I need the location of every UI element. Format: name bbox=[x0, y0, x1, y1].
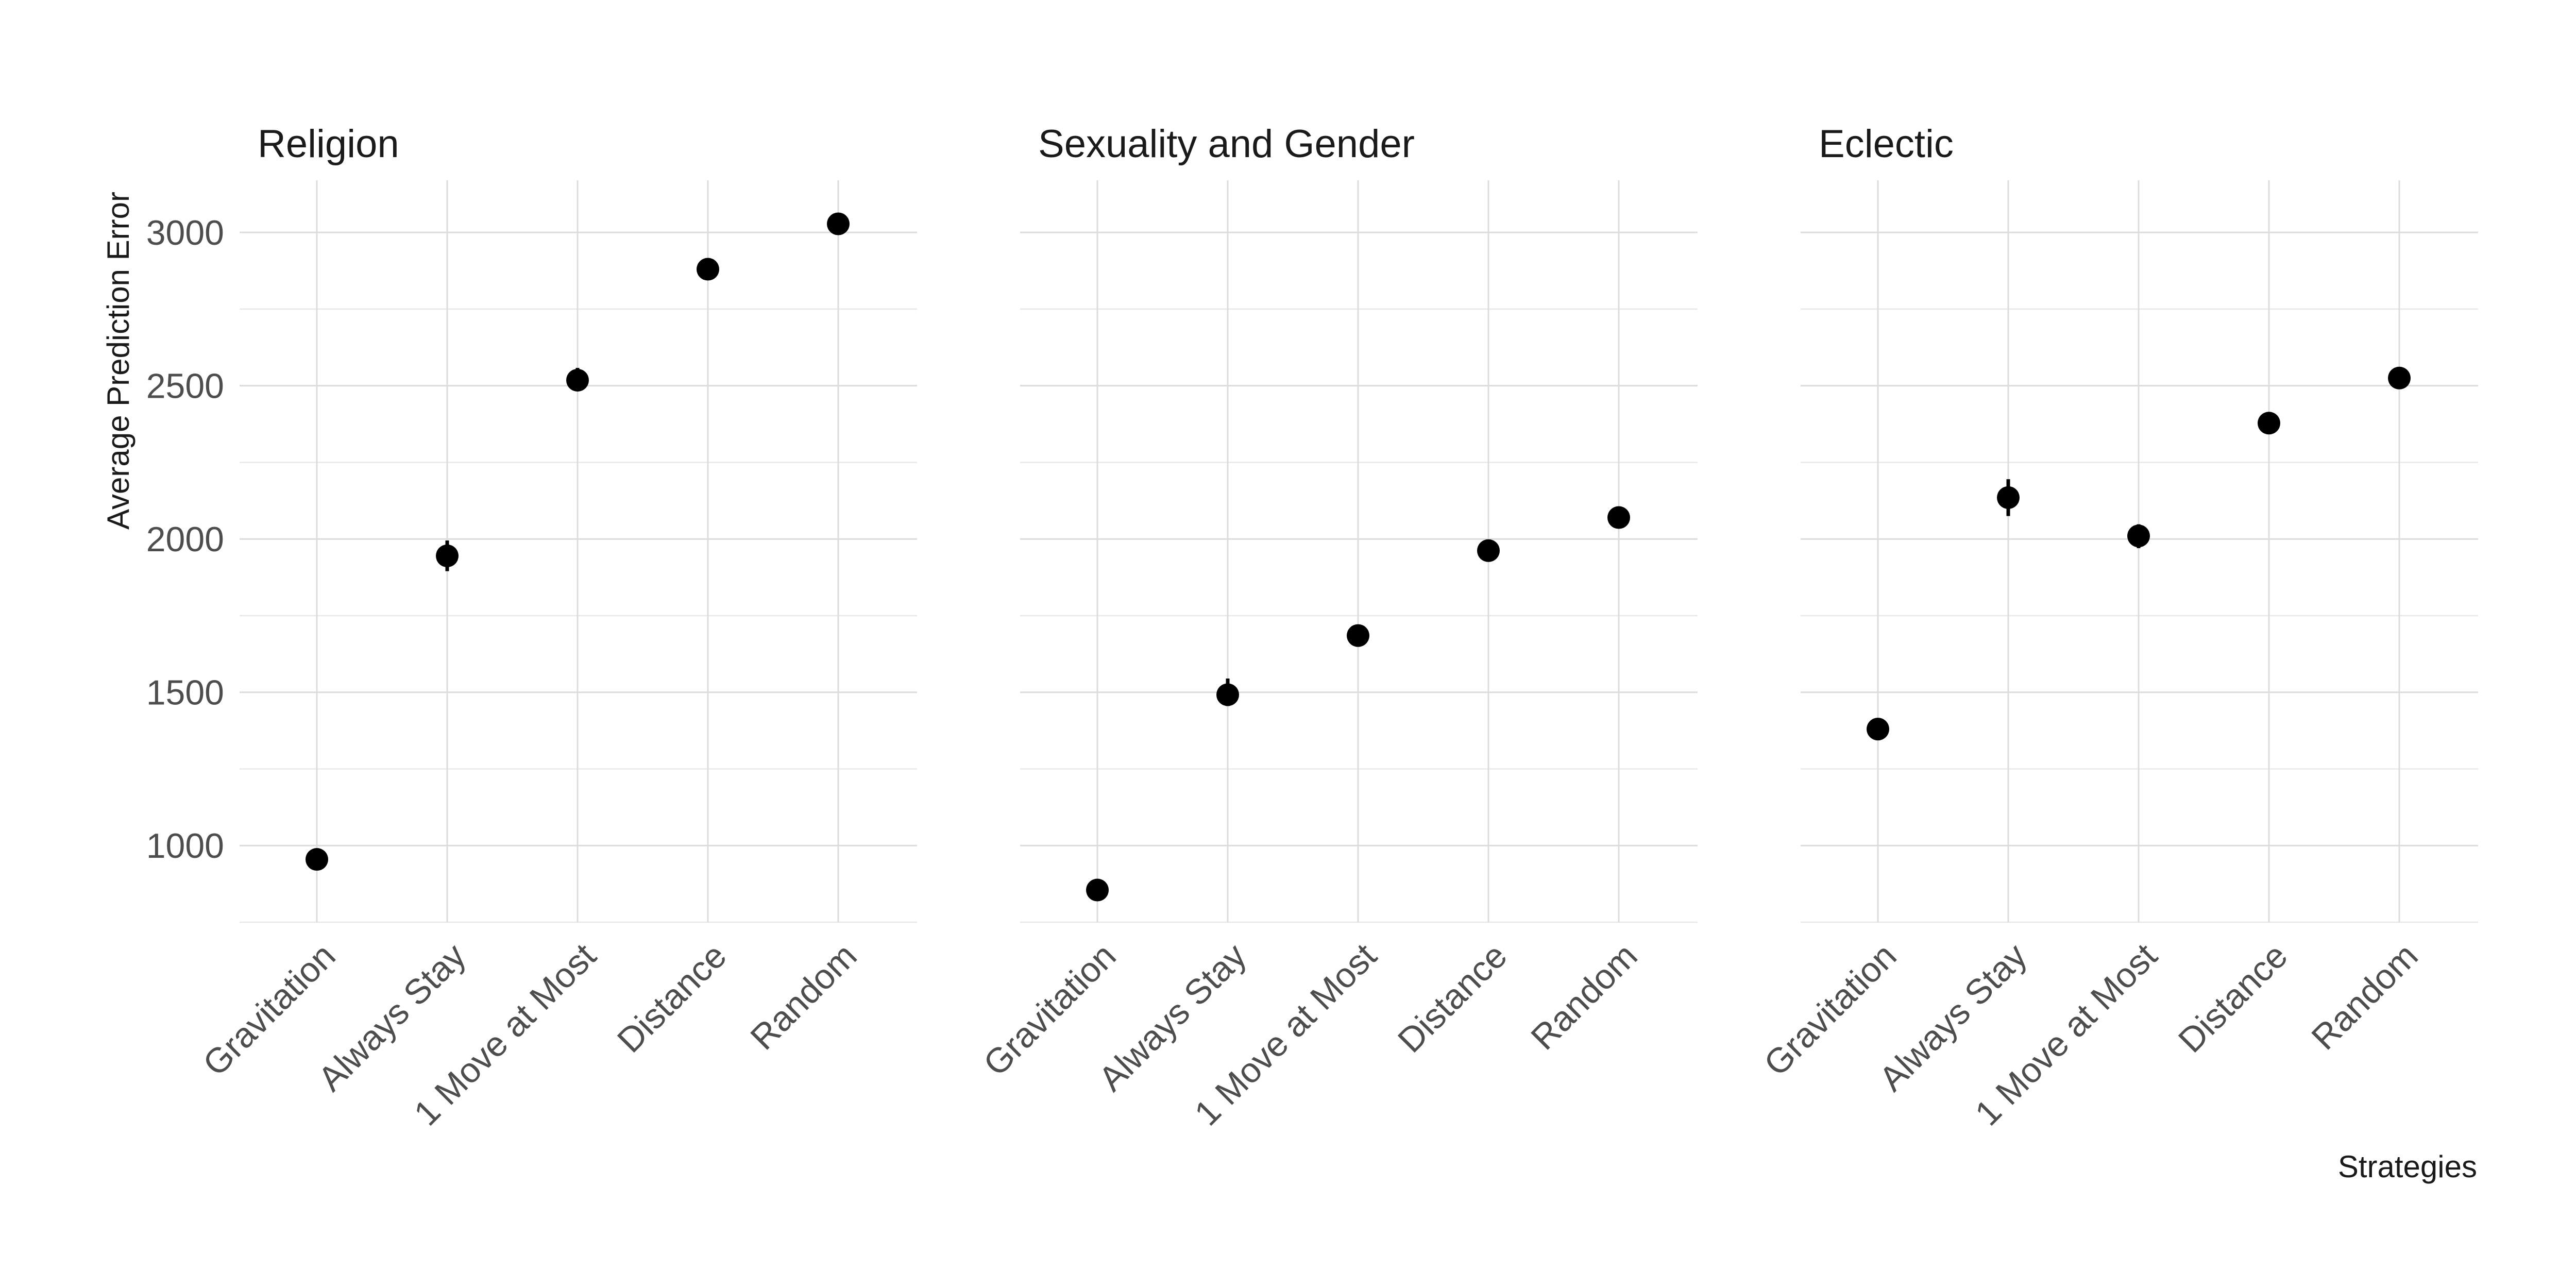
data-point bbox=[2388, 366, 2411, 389]
y-tick-label: 3000 bbox=[146, 213, 224, 252]
y-tick-label: 2500 bbox=[146, 367, 224, 406]
panel-title: Sexuality and Gender bbox=[1038, 122, 1415, 166]
y-axis-title: Average Prediction Error bbox=[101, 192, 135, 530]
data-point bbox=[827, 212, 850, 235]
data-point bbox=[1997, 486, 2020, 509]
data-point bbox=[1216, 683, 1239, 706]
data-point bbox=[566, 368, 589, 392]
data-point bbox=[2127, 524, 2150, 548]
y-tick-label: 1500 bbox=[146, 673, 224, 713]
data-point bbox=[436, 544, 459, 567]
panel-1: Religion10001500200025003000GravitationA… bbox=[146, 122, 917, 1133]
x-tick-label: Distance bbox=[610, 936, 734, 1060]
data-point bbox=[306, 848, 328, 871]
y-tick-label: 1000 bbox=[146, 826, 224, 866]
panel-title: Eclectic bbox=[1819, 122, 1954, 166]
data-point bbox=[1477, 539, 1500, 562]
panel-title: Religion bbox=[258, 122, 399, 166]
x-tick-label: Distance bbox=[2171, 936, 2295, 1060]
x-tick-label: Random bbox=[2304, 936, 2425, 1057]
chart-panels: Religion10001500200025003000GravitationA… bbox=[146, 122, 2478, 1133]
data-point bbox=[1867, 718, 1889, 741]
data-point bbox=[1086, 878, 1109, 902]
y-tick-label: 2000 bbox=[146, 520, 224, 559]
data-point bbox=[1607, 506, 1630, 529]
x-tick-label: Distance bbox=[1391, 936, 1515, 1060]
data-point bbox=[1347, 624, 1369, 647]
x-axis-title: Strategies bbox=[2338, 1149, 2477, 1184]
data-point bbox=[697, 258, 719, 281]
x-tick-label: Random bbox=[743, 936, 864, 1057]
data-point bbox=[2258, 412, 2280, 435]
x-tick-label: Random bbox=[1523, 936, 1645, 1057]
